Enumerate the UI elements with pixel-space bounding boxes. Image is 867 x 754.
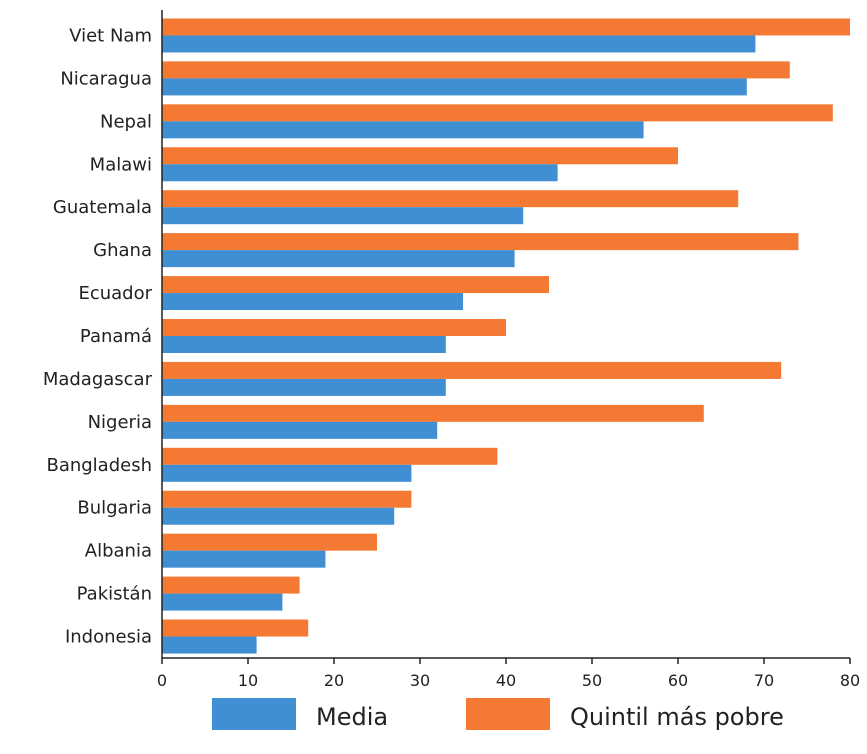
category-label: Viet Nam: [69, 25, 152, 46]
bar-quintil-m-s-pobre: [162, 104, 833, 122]
category-label: Nicaragua: [60, 68, 152, 89]
bar-media: [162, 636, 257, 654]
x-tick-label: 50: [582, 671, 602, 690]
category-label: Bangladesh: [46, 455, 152, 476]
bar-media: [162, 550, 326, 568]
bar-quintil-m-s-pobre: [162, 361, 782, 379]
bar-quintil-m-s-pobre: [162, 190, 739, 208]
category-label: Albania: [85, 541, 152, 562]
category-label: Nepal: [100, 111, 152, 132]
bar-quintil-m-s-pobre: [162, 319, 506, 336]
category-label: Panamá: [80, 326, 152, 347]
bar-media: [162, 464, 412, 482]
category-labels: Viet Nam Nicaragua Nepal Malawi Guatemala Gha…: [43, 25, 153, 647]
bar-media: [162, 593, 283, 611]
legend-label-quintil-m-s-pobre: Quintil más pobre: [570, 703, 784, 731]
bar-quintil-m-s-pobre: [162, 447, 498, 465]
x-tick-label: 0: [157, 671, 167, 690]
bar-media: [162, 421, 438, 439]
x-tick-label: 80: [840, 671, 860, 690]
x-tick-label: 20: [324, 671, 344, 690]
x-tick-label: 70: [754, 671, 774, 690]
bar-media: [162, 164, 558, 182]
category-label: Malawi: [90, 154, 152, 175]
legend: Media Quintil más pobre: [212, 698, 784, 731]
x-axis: 0 10 20 30 40 50 60 70 80: [157, 10, 860, 690]
bars-layer: [162, 18, 850, 654]
category-label: Ghana: [93, 240, 152, 261]
x-tick-label: 40: [496, 671, 516, 690]
bar-quintil-m-s-pobre: [162, 61, 790, 79]
bar-quintil-m-s-pobre: [162, 404, 704, 422]
category-label: Guatemala: [53, 197, 152, 218]
bar-media: [162, 250, 515, 268]
bar-quintil-m-s-pobre: [162, 276, 549, 294]
bar-media: [162, 507, 395, 525]
bar-media: [162, 78, 747, 96]
bar-quintil-m-s-pobre: [162, 619, 309, 637]
x-tick-label: 60: [668, 671, 688, 690]
bar-quintil-m-s-pobre: [162, 18, 850, 36]
legend-swatch-media: [212, 698, 296, 730]
bar-media: [162, 207, 524, 225]
legend-swatch-quintil-m-s-pobre: [466, 698, 550, 730]
bar-media: [162, 336, 446, 353]
bar-media: [162, 378, 446, 396]
bar-quintil-m-s-pobre: [162, 233, 799, 251]
bar-media: [162, 293, 463, 311]
x-tick-label: 30: [410, 671, 430, 690]
bar-media: [162, 35, 756, 53]
bar-quintil-m-s-pobre: [162, 490, 412, 508]
category-label: Bulgaria: [77, 498, 152, 519]
category-label: Nigeria: [88, 412, 152, 433]
x-tick-label: 10: [238, 671, 258, 690]
legend-label-media: Media: [316, 703, 388, 731]
bar-quintil-m-s-pobre: [162, 576, 300, 594]
bar-quintil-m-s-pobre: [162, 147, 678, 165]
category-label: Indonesia: [65, 627, 152, 648]
category-label: Ecuador: [78, 283, 152, 304]
bar-quintil-m-s-pobre: [162, 533, 377, 551]
category-label: Pakistán: [77, 584, 152, 605]
category-label: Madagascar: [43, 369, 153, 390]
bar-media: [162, 121, 644, 139]
